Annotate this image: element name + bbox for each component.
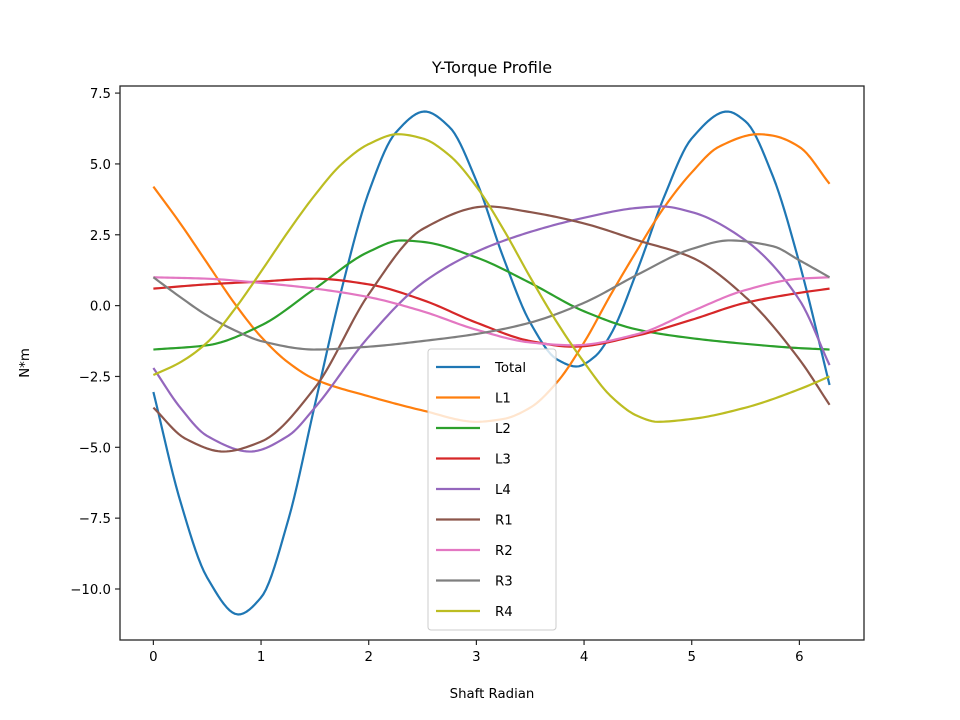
legend-item-l1: L1 [436, 392, 511, 407]
legend-item-r4: R4 [436, 605, 513, 620]
series-line-l4 [152, 205, 831, 453]
legend-label: R1 [495, 514, 513, 529]
series-line-r2 [153, 276, 830, 347]
chart-title: Y-Torque Profile [431, 58, 552, 77]
x-tick-label: 2 [364, 650, 372, 665]
x-tick-label: 4 [580, 650, 588, 665]
series-line-r3 [152, 239, 831, 351]
y-tick-label: −5.0 [79, 441, 111, 456]
x-tick-label: 6 [795, 650, 803, 665]
legend-label: L4 [495, 483, 511, 498]
y-axis-label: N*m [18, 348, 33, 378]
legend-label: R2 [495, 544, 513, 559]
x-axis-label: Shaft Radian [450, 687, 535, 702]
y-tick-label: −7.5 [79, 512, 111, 527]
legend-label: R4 [495, 605, 513, 620]
y-tick-label: 7.5 [90, 87, 111, 102]
series-line-r4 [152, 133, 830, 423]
y-tick-label: 0.0 [90, 300, 111, 315]
legend-item-r1: R1 [436, 514, 513, 529]
series-line-l3 [153, 277, 830, 348]
legend-label: R3 [495, 575, 513, 590]
legend-label: L2 [495, 422, 511, 437]
axes-frame [119, 85, 865, 641]
y-tick-label: 2.5 [90, 229, 111, 244]
series-line-r1 [152, 205, 831, 453]
legend-item-total: Total [436, 361, 526, 376]
series-line-l2 [153, 239, 830, 351]
y-tick-label: −2.5 [79, 370, 111, 385]
x-tick-label: 3 [472, 650, 480, 665]
x-axis: 0 1 2 3 4 5 6 [149, 640, 804, 665]
legend-label: L3 [495, 453, 511, 468]
legend-label: Total [494, 361, 526, 376]
x-tick-label: 0 [149, 650, 157, 665]
legend-item-l2: L2 [436, 422, 511, 437]
y-tick-label: 5.0 [90, 158, 111, 173]
legend-item-r3: R3 [436, 575, 513, 590]
series-line-total [152, 110, 831, 616]
legend-item-r2: R2 [436, 544, 513, 559]
legend-item-l3: L3 [436, 453, 511, 468]
x-tick-label: 1 [257, 650, 265, 665]
y-axis: 7.5 5.0 2.5 0.0 −2.5 −5.0 −7.5 −10.0 [70, 87, 120, 598]
legend-item-l4: L4 [436, 483, 511, 498]
x-tick-label: 5 [687, 650, 695, 665]
legend-label: L1 [495, 392, 511, 407]
y-tick-label: −10.0 [70, 583, 111, 598]
legend-box [427, 348, 557, 631]
legend: Total L1 L2 L3 L4 R1 R2 R3 R4 [427, 348, 557, 631]
